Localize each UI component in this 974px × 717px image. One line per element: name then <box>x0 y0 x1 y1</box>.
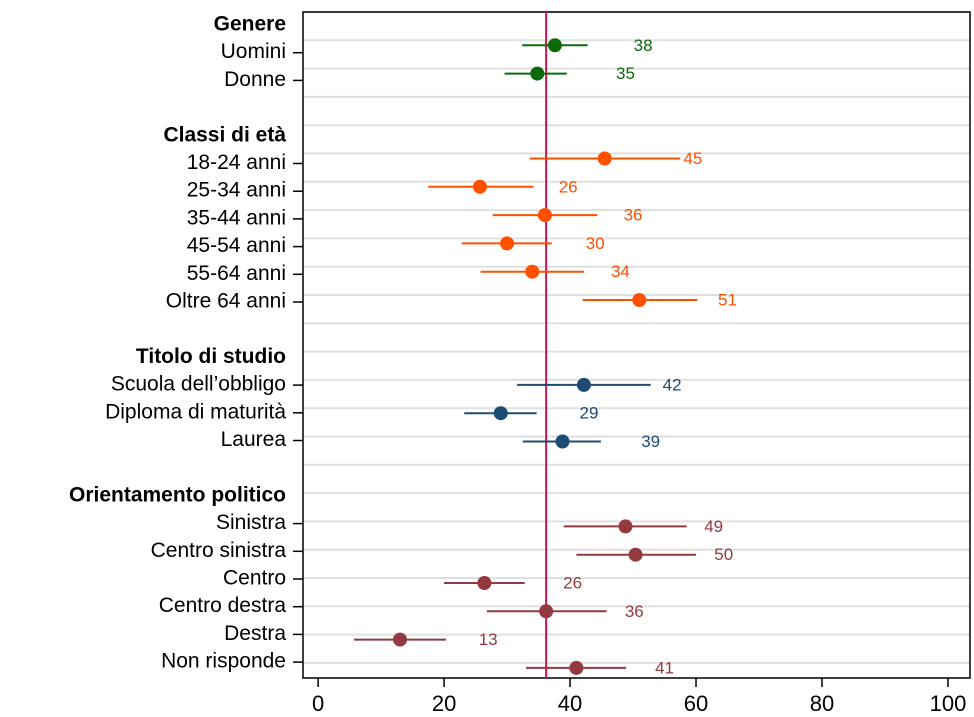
value-label: 34 <box>611 262 630 281</box>
x-tick-label: 80 <box>810 691 834 716</box>
dot <box>530 66 545 81</box>
value-label: 38 <box>634 36 653 55</box>
category-label: 25-34 anni <box>187 179 286 202</box>
dot <box>547 38 562 53</box>
dot <box>632 293 647 307</box>
value-label: 51 <box>718 290 737 309</box>
x-tick-label: 60 <box>684 691 708 716</box>
dot <box>500 236 515 251</box>
group-heading: Genere <box>214 13 286 36</box>
group-heading: Titolo di studio <box>136 345 286 368</box>
value-label: 41 <box>655 658 674 677</box>
dot <box>392 632 407 647</box>
dot <box>555 434 570 449</box>
value-label: 49 <box>704 517 723 536</box>
x-tick-label: 0 <box>312 691 324 716</box>
category-label: Uomini <box>221 40 286 63</box>
category-label: Sinistra <box>216 511 286 534</box>
x-tick-label: 20 <box>432 691 456 716</box>
category-label: 55-64 anni <box>187 262 286 285</box>
value-label: 50 <box>714 545 733 564</box>
category-label: Oltre 64 anni <box>166 290 286 313</box>
category-label: 18-24 anni <box>187 151 286 174</box>
category-label: Centro <box>223 567 286 590</box>
value-label: 42 <box>663 375 682 394</box>
dot <box>537 208 552 223</box>
value-label: 26 <box>559 177 578 196</box>
category-label: Laurea <box>221 428 287 451</box>
dot <box>525 264 540 279</box>
value-label: 13 <box>479 630 498 649</box>
value-label: 30 <box>586 234 605 253</box>
dot <box>539 604 554 619</box>
dot <box>618 519 633 534</box>
category-label: Diploma di maturità <box>105 400 286 423</box>
value-label: 36 <box>624 206 643 225</box>
value-label: 36 <box>625 602 644 621</box>
dot <box>477 576 492 590</box>
x-tick-label: 40 <box>558 691 582 716</box>
category-label: Scuola dell’obbligo <box>111 373 286 396</box>
dot <box>597 151 612 166</box>
group-heading: Orientamento politico <box>69 483 286 506</box>
category-label: Destra <box>224 622 286 645</box>
category-label: Centro sinistra <box>151 539 287 562</box>
dot <box>569 660 584 675</box>
x-tick-label: 100 <box>930 691 967 716</box>
category-label: 35-44 anni <box>187 206 286 229</box>
category-label: Centro destra <box>159 594 287 617</box>
dot <box>493 406 508 421</box>
value-label: 39 <box>641 432 660 451</box>
plot-frame <box>302 11 971 679</box>
dot <box>472 179 487 194</box>
value-label: 45 <box>683 149 702 168</box>
value-label: 29 <box>579 404 598 423</box>
category-label: Non risponde <box>161 650 286 673</box>
value-label: 35 <box>616 64 635 83</box>
value-label: 26 <box>563 573 582 592</box>
dot <box>576 377 591 392</box>
dot <box>628 547 643 562</box>
group-heading: Classi di età <box>163 123 286 146</box>
category-label: 45-54 anni <box>187 234 286 257</box>
category-label: Donne <box>224 68 286 91</box>
